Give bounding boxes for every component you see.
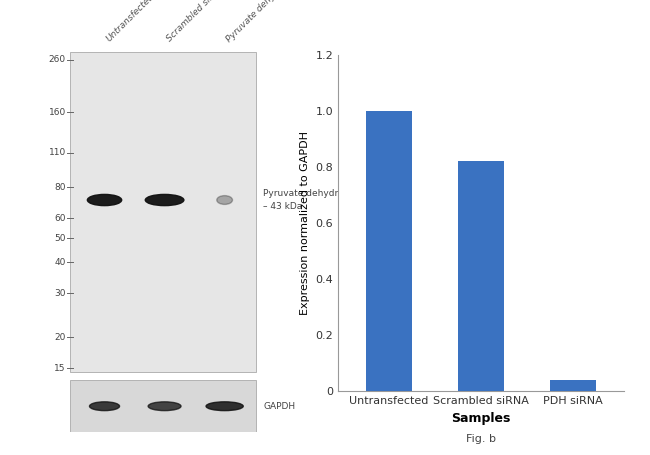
Ellipse shape [90,402,120,410]
Text: 30: 30 [55,289,66,298]
Text: GAPDH: GAPDH [263,402,295,411]
Text: Scrambled siRNA: Scrambled siRNA [164,0,226,44]
Ellipse shape [217,196,233,204]
X-axis label: Samples: Samples [451,412,511,425]
Text: Fig. b: Fig. b [466,434,496,444]
Text: 50: 50 [55,233,66,243]
Bar [458,161,504,391]
Text: 60: 60 [55,214,66,223]
Ellipse shape [146,194,184,206]
Ellipse shape [148,402,181,410]
Bar [366,111,412,391]
Ellipse shape [206,402,243,410]
Text: Pyruvate dehydrogenase siRNA: Pyruvate dehydrogenase siRNA [225,0,332,44]
Text: 20: 20 [55,333,66,342]
Text: 40: 40 [55,258,66,267]
Y-axis label: Expression normalized to GAPDH: Expression normalized to GAPDH [300,131,310,315]
Text: 160: 160 [49,108,66,117]
Text: 80: 80 [55,183,66,192]
Text: 15: 15 [55,364,66,373]
Bar [70,52,256,372]
Text: 110: 110 [49,148,66,157]
Text: 260: 260 [49,56,66,64]
Bar [550,380,596,391]
Bar [70,380,256,432]
Ellipse shape [87,194,122,206]
Text: Untransfected: Untransfected [105,0,156,44]
Text: Pyruvate dehydrogenase
– 43 kDa: Pyruvate dehydrogenase – 43 kDa [263,189,376,211]
